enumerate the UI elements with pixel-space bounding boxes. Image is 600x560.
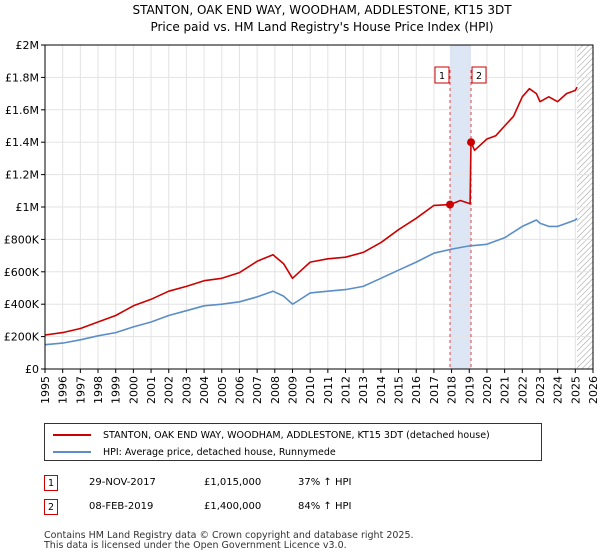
x-tick-label: 2025 <box>569 376 582 404</box>
annotation-badge <box>471 66 487 84</box>
chart-subtitle: Price paid vs. HM Land Registry's House … <box>150 20 493 34</box>
x-tick-label: 2014 <box>375 376 388 404</box>
x-tick-label: 2015 <box>393 376 406 404</box>
annotation-badge <box>434 66 450 84</box>
footer-licence: This data is licensed under the Open Gov… <box>44 540 347 551</box>
x-tick-label: 2024 <box>552 376 565 404</box>
annotation-label: 2 <box>476 71 482 82</box>
y-tick-label: £200K <box>4 331 40 344</box>
x-tick-label: 2001 <box>145 376 158 404</box>
y-tick-label: £800K <box>4 233 40 246</box>
price-chart: STANTON, OAK END WAY, WOODHAM, ADDLESTON… <box>4 3 600 404</box>
legend-item-property: STANTON, OAK END WAY, WOODHAM, ADDLESTON… <box>53 427 490 443</box>
series-line-hpi <box>44 217 578 346</box>
legend-item-hpi: HPI: Average price, detached house, Runn… <box>53 444 336 460</box>
footer-copyright: Contains HM Land Registry data © Crown c… <box>44 530 414 541</box>
x-tick-label: 2005 <box>216 376 229 404</box>
x-tick-label: 2016 <box>410 376 423 404</box>
transaction-marker-badge: 2 <box>44 499 58 515</box>
annotation-label: 1 <box>439 71 445 82</box>
chart-legend: STANTON, OAK END WAY, WOODHAM, ADDLESTON… <box>44 423 542 461</box>
x-tick-label: 2018 <box>446 376 459 404</box>
x-tick-label: 2010 <box>304 376 317 404</box>
chart-title: STANTON, OAK END WAY, WOODHAM, ADDLESTON… <box>132 3 512 17</box>
y-tick-label: £1.2M <box>5 169 39 182</box>
x-tick-label: 2013 <box>357 376 370 404</box>
legend-swatch-hpi <box>53 451 91 453</box>
x-tick-label: 1998 <box>92 376 105 404</box>
y-tick-label: £400K <box>4 298 40 311</box>
y-tick-label: £2M <box>16 39 40 52</box>
x-tick-label: 2004 <box>198 376 211 404</box>
x-tick-label: 1995 <box>39 376 52 404</box>
sale-point-dot <box>445 200 454 209</box>
x-tick-label: 2021 <box>499 376 512 404</box>
transaction-hpi-change: 84% ↑ HPI <box>298 501 352 512</box>
x-tick-label: 2019 <box>463 376 476 404</box>
y-tick-label: £1M <box>16 201 40 214</box>
x-tick-label: 2012 <box>340 376 353 404</box>
footer-attribution: Contains HM Land Registry data © Crown c… <box>44 531 414 551</box>
transaction-price: £1,400,000 <box>204 501 262 512</box>
y-tick-label: £1.8M <box>5 71 39 84</box>
legend-label-property: STANTON, OAK END WAY, WOODHAM, ADDLESTON… <box>103 429 490 441</box>
series-line-property <box>44 86 578 336</box>
x-tick-label: 2003 <box>180 376 193 404</box>
table-row: 1 29-NOV-2017 £1,015,000 37% ↑ HPI <box>44 472 564 496</box>
x-tick-label: 2017 <box>428 376 441 404</box>
x-tick-label: 2006 <box>233 376 246 404</box>
legend-label-hpi: HPI: Average price, detached house, Runn… <box>103 446 336 458</box>
y-tick-label: £1.6M <box>5 104 39 117</box>
x-tick-label: 1996 <box>57 376 70 404</box>
x-tick-label: 2020 <box>481 376 494 404</box>
y-tick-label: £0 <box>25 363 39 376</box>
table-row: 2 08-FEB-2019 £1,400,000 84% ↑ HPI <box>44 496 564 520</box>
x-tick-label: 2002 <box>163 376 176 404</box>
sale-point-dot <box>467 138 476 147</box>
x-tick-label: 2022 <box>516 376 529 404</box>
x-tick-label: 2008 <box>269 376 282 404</box>
x-tick-label: 2026 <box>587 376 600 404</box>
transactions-table: 1 29-NOV-2017 £1,015,000 37% ↑ HPI 2 08-… <box>44 472 564 520</box>
y-tick-label: £1.4M <box>5 136 39 149</box>
x-tick-label: 2011 <box>322 376 335 404</box>
legend-swatch-property <box>53 434 91 436</box>
x-tick-label: 2023 <box>534 376 547 404</box>
transaction-date: 08-FEB-2019 <box>89 501 154 512</box>
transaction-date: 29-NOV-2017 <box>89 477 156 488</box>
transaction-price: £1,015,000 <box>204 477 262 488</box>
transaction-hpi-change: 37% ↑ HPI <box>298 477 352 488</box>
x-tick-label: 2007 <box>251 376 264 404</box>
x-tick-label: 2000 <box>127 376 140 404</box>
y-tick-label: £600K <box>4 266 40 279</box>
x-tick-label: 1997 <box>74 376 87 404</box>
transaction-marker-badge: 1 <box>44 475 58 491</box>
x-tick-label: 1999 <box>110 376 123 404</box>
x-tick-label: 2009 <box>286 376 299 404</box>
